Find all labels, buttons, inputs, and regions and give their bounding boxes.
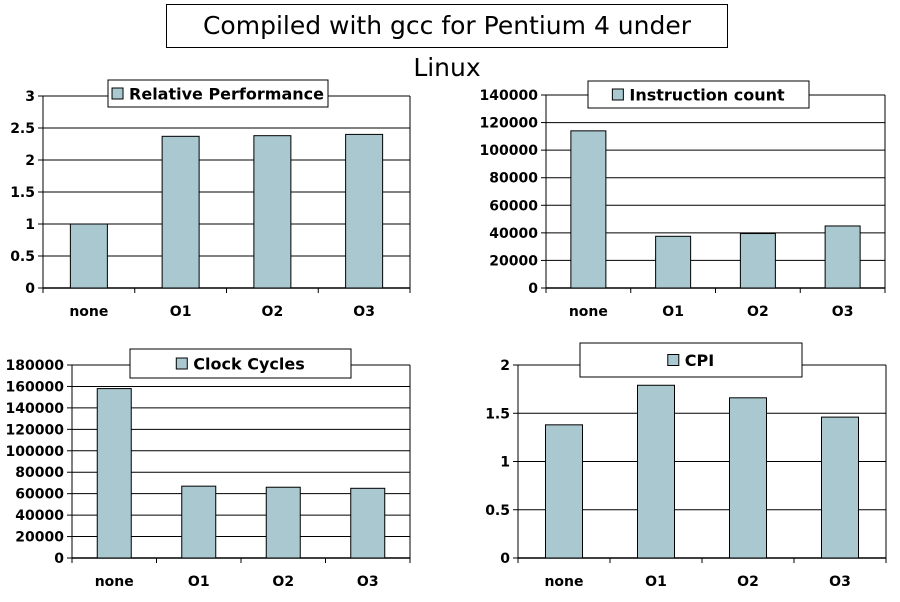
y-tick-label: 60000: [489, 198, 538, 214]
legend-swatch: [667, 354, 680, 366]
y-tick-label: 20000: [489, 253, 538, 269]
y-tick-label: 0: [25, 281, 35, 297]
bar-o3: [821, 416, 859, 559]
y-tick-label: 0: [528, 281, 538, 297]
x-tick-label: none: [69, 304, 108, 320]
legend-box: [107, 79, 329, 108]
x-tick-label: none: [95, 574, 134, 590]
y-tick-label: 120000: [6, 422, 65, 438]
x-tick-label: O2: [272, 574, 294, 590]
bar-o2: [253, 135, 292, 289]
y-tick-label: 3: [25, 89, 35, 105]
chart-clock-cycles: 0 20000 40000 60000 80000 100000 120000 140000 1…: [6, 348, 411, 590]
x-tick-label: O1: [645, 574, 667, 590]
y-tick-label: 120000: [480, 116, 539, 132]
y-tick-label: 140000: [6, 401, 65, 417]
chart-instruction-count: 0 20000 40000 60000 80000 100000 120000 140000 n…: [480, 80, 886, 320]
legend-box: [587, 80, 810, 109]
x-tick-label: O3: [829, 574, 851, 590]
x-tick-label: O2: [747, 304, 769, 320]
x-tick-label: none: [569, 304, 608, 320]
legend-swatch: [175, 357, 188, 370]
x-tick-label: none: [544, 574, 583, 590]
bar-o1: [637, 384, 675, 559]
x-tick-label: O1: [170, 304, 192, 320]
y-tick-label: 0.5: [485, 503, 510, 519]
y-tick-label: 160000: [6, 379, 65, 395]
x-tick-label: O2: [737, 574, 759, 590]
legend-label: Clock Cycles: [193, 355, 304, 374]
legend-label: Instruction count: [629, 86, 785, 105]
chart-cpi: 0 0.5 1 1.5 2 none O1 O2 O3 CPI: [485, 342, 887, 590]
bar-o2: [265, 486, 301, 559]
y-tick-label: 2.5: [10, 121, 35, 137]
bar-none: [545, 424, 583, 559]
chart-relative-performance: 0 0.5 1 1.5 2 2.5 3 none O1 O2 O3 Relative Performa…: [10, 79, 411, 320]
y-tick-label: 80000: [15, 465, 64, 481]
y-tick-label: 1: [500, 455, 510, 471]
y-tick-label: 1: [25, 217, 35, 233]
y-tick-label: 0: [54, 551, 64, 567]
x-tick-label: O1: [188, 574, 210, 590]
bar-o2: [739, 233, 776, 289]
bar-o3: [824, 225, 861, 289]
y-tick-label: 2: [500, 358, 510, 374]
y-tick-label: 180000: [6, 358, 65, 374]
bar-o1: [161, 135, 200, 289]
bar-o3: [350, 487, 386, 559]
y-tick-label: 0.5: [10, 249, 35, 265]
y-tick-label: 40000: [489, 226, 538, 242]
x-tick-label: O2: [262, 304, 284, 320]
y-tick-label: 140000: [480, 88, 539, 104]
bar-none: [69, 223, 108, 289]
bar-o3: [345, 133, 384, 289]
y-tick-label: 20000: [15, 530, 64, 546]
x-tick-label: O3: [357, 574, 379, 590]
y-tick-label: 0: [500, 551, 510, 567]
bar-o2: [729, 397, 767, 559]
legend-box: [129, 348, 352, 379]
legend-box: [579, 342, 803, 378]
bar-none: [96, 388, 132, 559]
y-tick-label: 100000: [6, 444, 65, 460]
y-tick-label: 80000: [489, 171, 538, 187]
legend-label: Relative Performance: [129, 85, 324, 104]
bar-o1: [655, 235, 692, 289]
page-title: Compiled with gcc for Pentium 4 under Li…: [166, 4, 728, 82]
y-tick-label: 1.5: [10, 185, 35, 201]
legend-swatch: [111, 87, 124, 100]
y-tick-label: 1.5: [485, 406, 510, 422]
legend-swatch: [611, 88, 624, 101]
y-tick-label: 60000: [15, 487, 64, 503]
legend-label: CPI: [685, 351, 714, 370]
bar-none: [570, 130, 607, 289]
bar-o1: [181, 485, 217, 559]
x-tick-label: O3: [353, 304, 375, 320]
x-tick-label: O1: [662, 304, 684, 320]
y-tick-label: 40000: [15, 508, 64, 524]
x-tick-label: O3: [832, 304, 854, 320]
y-tick-label: 2: [25, 153, 35, 169]
y-tick-label: 100000: [480, 143, 539, 159]
